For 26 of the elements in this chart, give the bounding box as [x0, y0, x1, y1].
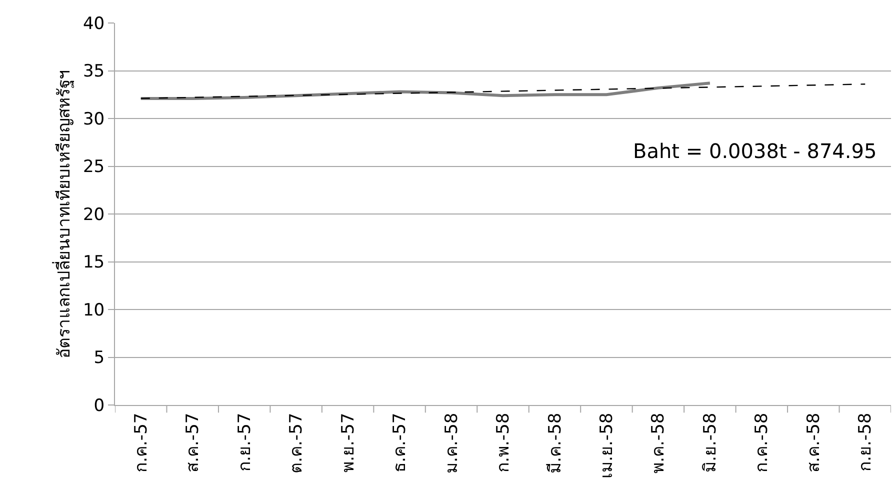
- x-tick-label: ก.ย.-58: [856, 412, 876, 472]
- annotation: Baht = 0.0038t - 874.95: [633, 139, 877, 163]
- x-tick-label: พ.ค.-58: [648, 412, 669, 474]
- x-tick-label: ก.ค.-58: [752, 412, 772, 472]
- x-tick-label: ส.ค.-58: [804, 412, 824, 472]
- x-tick-label: ต.ค.-57: [286, 412, 307, 474]
- y-tick-label: 35: [82, 62, 105, 82]
- x-tick-label: มิ.ย.-58: [700, 412, 720, 472]
- y-tick-label: 30: [82, 109, 105, 130]
- x-tick-label: พ.ย.-57: [338, 412, 358, 472]
- y-axis-title: อัตราแลกเปลี่ยนบาทเทียบเหรียญสหรัฐฯ: [52, 70, 75, 358]
- x-tick-label: ม.ค.-58: [442, 412, 462, 474]
- x-tick-label: ส.ค.-57: [183, 412, 204, 472]
- y-tick-label: 10: [82, 300, 105, 320]
- x-tick-label: ก.ย.-57: [234, 412, 255, 472]
- x-tick-label: มี.ค.-58: [545, 412, 566, 474]
- y-tick-label: 20: [82, 204, 105, 225]
- x-tick-label: เม.ย.-58: [596, 412, 617, 478]
- y-tick-label: 0: [94, 396, 105, 416]
- y-tick-label: 25: [82, 157, 105, 178]
- y-tick-label: 5: [94, 348, 105, 368]
- x-tick-label: ธ.ค.-57: [390, 412, 410, 472]
- x-tick-label: ก.พ.-58: [494, 412, 514, 472]
- y-tick-label: 40: [82, 14, 105, 34]
- x-tick-label: ก.ค.-57: [131, 412, 152, 472]
- y-tick-label: 15: [82, 252, 105, 273]
